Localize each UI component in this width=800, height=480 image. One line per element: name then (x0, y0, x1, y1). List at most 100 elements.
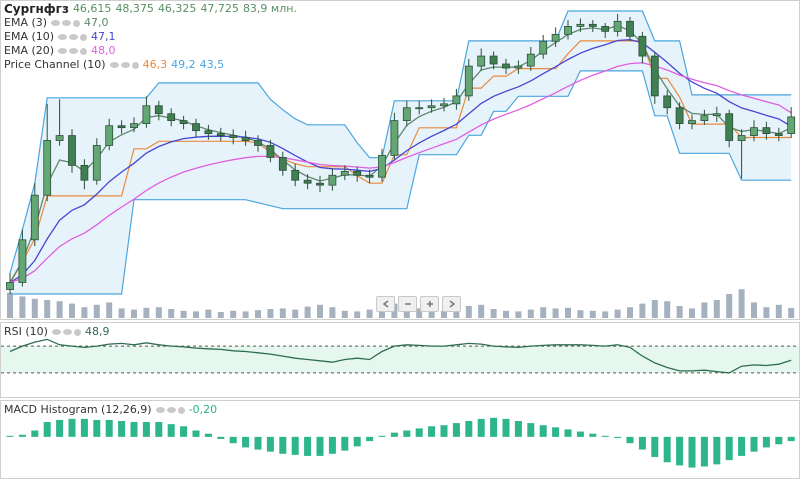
candle-body (80, 164, 89, 181)
volume-bar (56, 301, 63, 318)
settings-icon[interactable] (73, 19, 81, 27)
legend-row: EMA (3) 47,0 (4, 16, 297, 30)
macd-bar (68, 418, 76, 437)
volume-bar (304, 306, 311, 318)
volume-bar (279, 308, 286, 318)
rsi-line (9, 338, 792, 374)
volume-bar (478, 304, 485, 318)
eye-icon (62, 329, 72, 335)
volume-bar (763, 307, 770, 318)
scroll-left-button[interactable] (376, 296, 395, 312)
candle-body (762, 127, 771, 135)
candle-body (489, 55, 498, 65)
volume-bar (651, 300, 658, 318)
legend-icons (155, 406, 185, 414)
macd-bar (552, 427, 560, 437)
candle-body (192, 123, 200, 132)
candle-body (266, 145, 275, 158)
ema-line (9, 24, 792, 283)
legend-name: MACD Histogram (12,26,9) (4, 403, 152, 416)
settings-icon[interactable] (80, 33, 88, 41)
candle-body (55, 135, 64, 141)
candle-body (390, 120, 399, 156)
scroll-right-button[interactable] (442, 296, 461, 312)
legend-value: -0,20 (188, 403, 218, 416)
macd-bar (775, 436, 783, 445)
legend-name: EMA (20) (4, 44, 55, 57)
macd-bar (688, 436, 696, 468)
volume-bar (577, 310, 584, 318)
candle-body (440, 103, 448, 107)
candle-body (427, 105, 436, 109)
volume-bar (255, 310, 261, 318)
candle-body (663, 95, 672, 109)
macd-bar (589, 433, 597, 437)
macd-bar (676, 436, 684, 466)
zoom-in-button[interactable] (420, 296, 439, 312)
zoom-out-button[interactable] (398, 296, 417, 312)
macd-bar (527, 423, 535, 437)
legend-icons (51, 19, 81, 27)
settings-icon[interactable] (73, 328, 81, 336)
macd-bar (415, 428, 423, 437)
macd-bar (787, 436, 795, 442)
rsi-legend: RSI (10) 48,9 (4, 325, 109, 339)
settings-icon[interactable] (80, 47, 88, 55)
volume-bar (726, 294, 733, 318)
volume-bar (7, 292, 13, 318)
macd-bar (118, 420, 126, 437)
candle-body (750, 127, 758, 136)
candle-body (142, 105, 151, 125)
eye-icon (58, 34, 68, 40)
volume-bar (217, 312, 224, 318)
volume-bar (106, 302, 113, 318)
candle-body (452, 95, 461, 105)
macd-bar (700, 436, 708, 467)
macd-bar (31, 430, 39, 437)
candle-body (254, 140, 262, 146)
macd-bar (366, 436, 374, 442)
macd-bar (390, 432, 398, 437)
eye-icon (69, 48, 79, 54)
candle-body (638, 35, 647, 57)
volume-bar (788, 307, 795, 318)
macd-legend: MACD Histogram (12,26,9) -0,20 (4, 403, 217, 417)
macd-bar (316, 436, 324, 456)
candle-body (179, 120, 188, 125)
settings-icon[interactable] (131, 61, 139, 69)
candle-body (725, 113, 734, 141)
macd-bar (353, 436, 361, 447)
candle-body (130, 123, 138, 129)
legend-name: Price Channel (10) (4, 58, 106, 71)
candle-body (303, 179, 312, 184)
macd-bar (291, 436, 299, 455)
legend-row: Сургнфгз 46,615 48,375 46,325 47,725 83,9 млн… (4, 2, 297, 16)
candle-body (402, 107, 411, 122)
volume-bar (713, 300, 720, 318)
volume-bar (403, 306, 410, 318)
macd-bar (6, 435, 14, 437)
volume-bar (155, 307, 162, 318)
macd-bar (266, 436, 274, 452)
candle-body (675, 107, 684, 125)
candle-body (700, 115, 709, 122)
candle-body (650, 55, 659, 97)
macd-bar (614, 436, 622, 438)
candle-body (601, 26, 610, 32)
macd-bar (167, 424, 175, 437)
macd-bar (725, 436, 733, 461)
candle-body (92, 145, 101, 181)
ema-line (9, 62, 792, 284)
macd-bar (428, 426, 436, 437)
volume-bar (354, 311, 361, 318)
volume-bar (230, 310, 237, 318)
volume-bar (751, 302, 757, 318)
legend-row: Price Channel (10) 46,3 49,2 43,5 (4, 58, 297, 72)
macd-bar (378, 435, 386, 437)
macd-bar (452, 423, 460, 437)
candle-body (229, 135, 238, 138)
volume-bar (180, 310, 187, 318)
candle-body (328, 174, 337, 186)
legend-value: 47,1 (91, 30, 116, 43)
settings-icon[interactable] (177, 406, 185, 414)
